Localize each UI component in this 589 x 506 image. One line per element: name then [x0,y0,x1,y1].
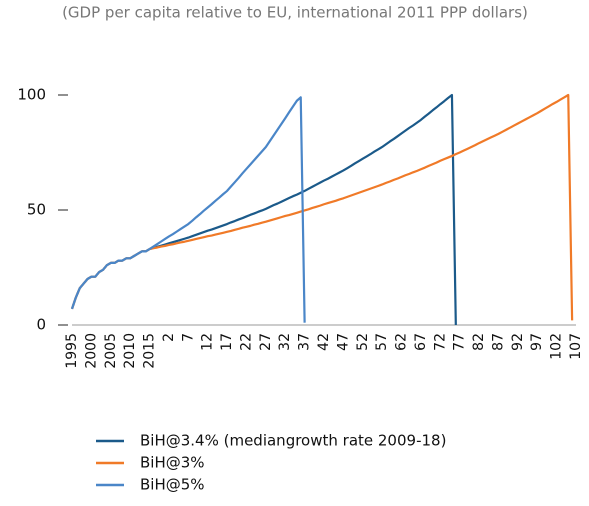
x-tick-label: 2000 [83,333,99,369]
legend-label: BiH@3.4% (mediangrowth rate 2009-18) [140,432,446,450]
legend-label: BiH@5% [140,476,205,494]
y-tick-label: 100 [17,86,46,104]
legend-label: BiH@3% [140,454,205,472]
x-tick-label: 77 [452,333,468,351]
x-tick-label: 2010 [122,333,138,369]
x-tick-label: 1995 [64,333,80,369]
x-tick-label: 37 [297,333,313,351]
x-tick-label: 7 [180,333,196,342]
x-tick-label: 2015 [142,333,158,369]
x-tick-label: 42 [316,333,332,351]
x-tick-label: 82 [471,333,487,351]
x-tick-label: 47 [335,333,351,351]
x-tick-label: 87 [490,333,506,351]
x-tick-label: 102 [549,333,565,360]
series-line [70,93,574,321]
y-tick-label: 0 [36,316,46,334]
chart-subtitle: (GDP per capita relative to EU, internat… [62,4,528,22]
x-tick-label: 32 [277,333,293,351]
x-tick-label: 97 [529,333,545,351]
x-tick-label: 22 [238,333,254,351]
x-tick-label: 72 [432,333,448,351]
x-tick-label: 12 [200,333,216,351]
x-tick-label: 2005 [103,333,119,369]
series-line [70,93,457,326]
x-tick-label: 57 [374,333,390,351]
x-tick-label: 92 [510,333,526,351]
y-tick-label: 50 [27,201,46,219]
x-tick-label: 2 [161,333,177,342]
series-line [70,96,306,323]
x-tick-label: 17 [219,333,235,351]
x-tick-label: 67 [413,333,429,351]
x-tick-label: 27 [258,333,274,351]
x-tick-label: 107 [568,333,584,360]
x-tick-label: 52 [355,333,371,351]
x-tick-label: 62 [394,333,410,351]
